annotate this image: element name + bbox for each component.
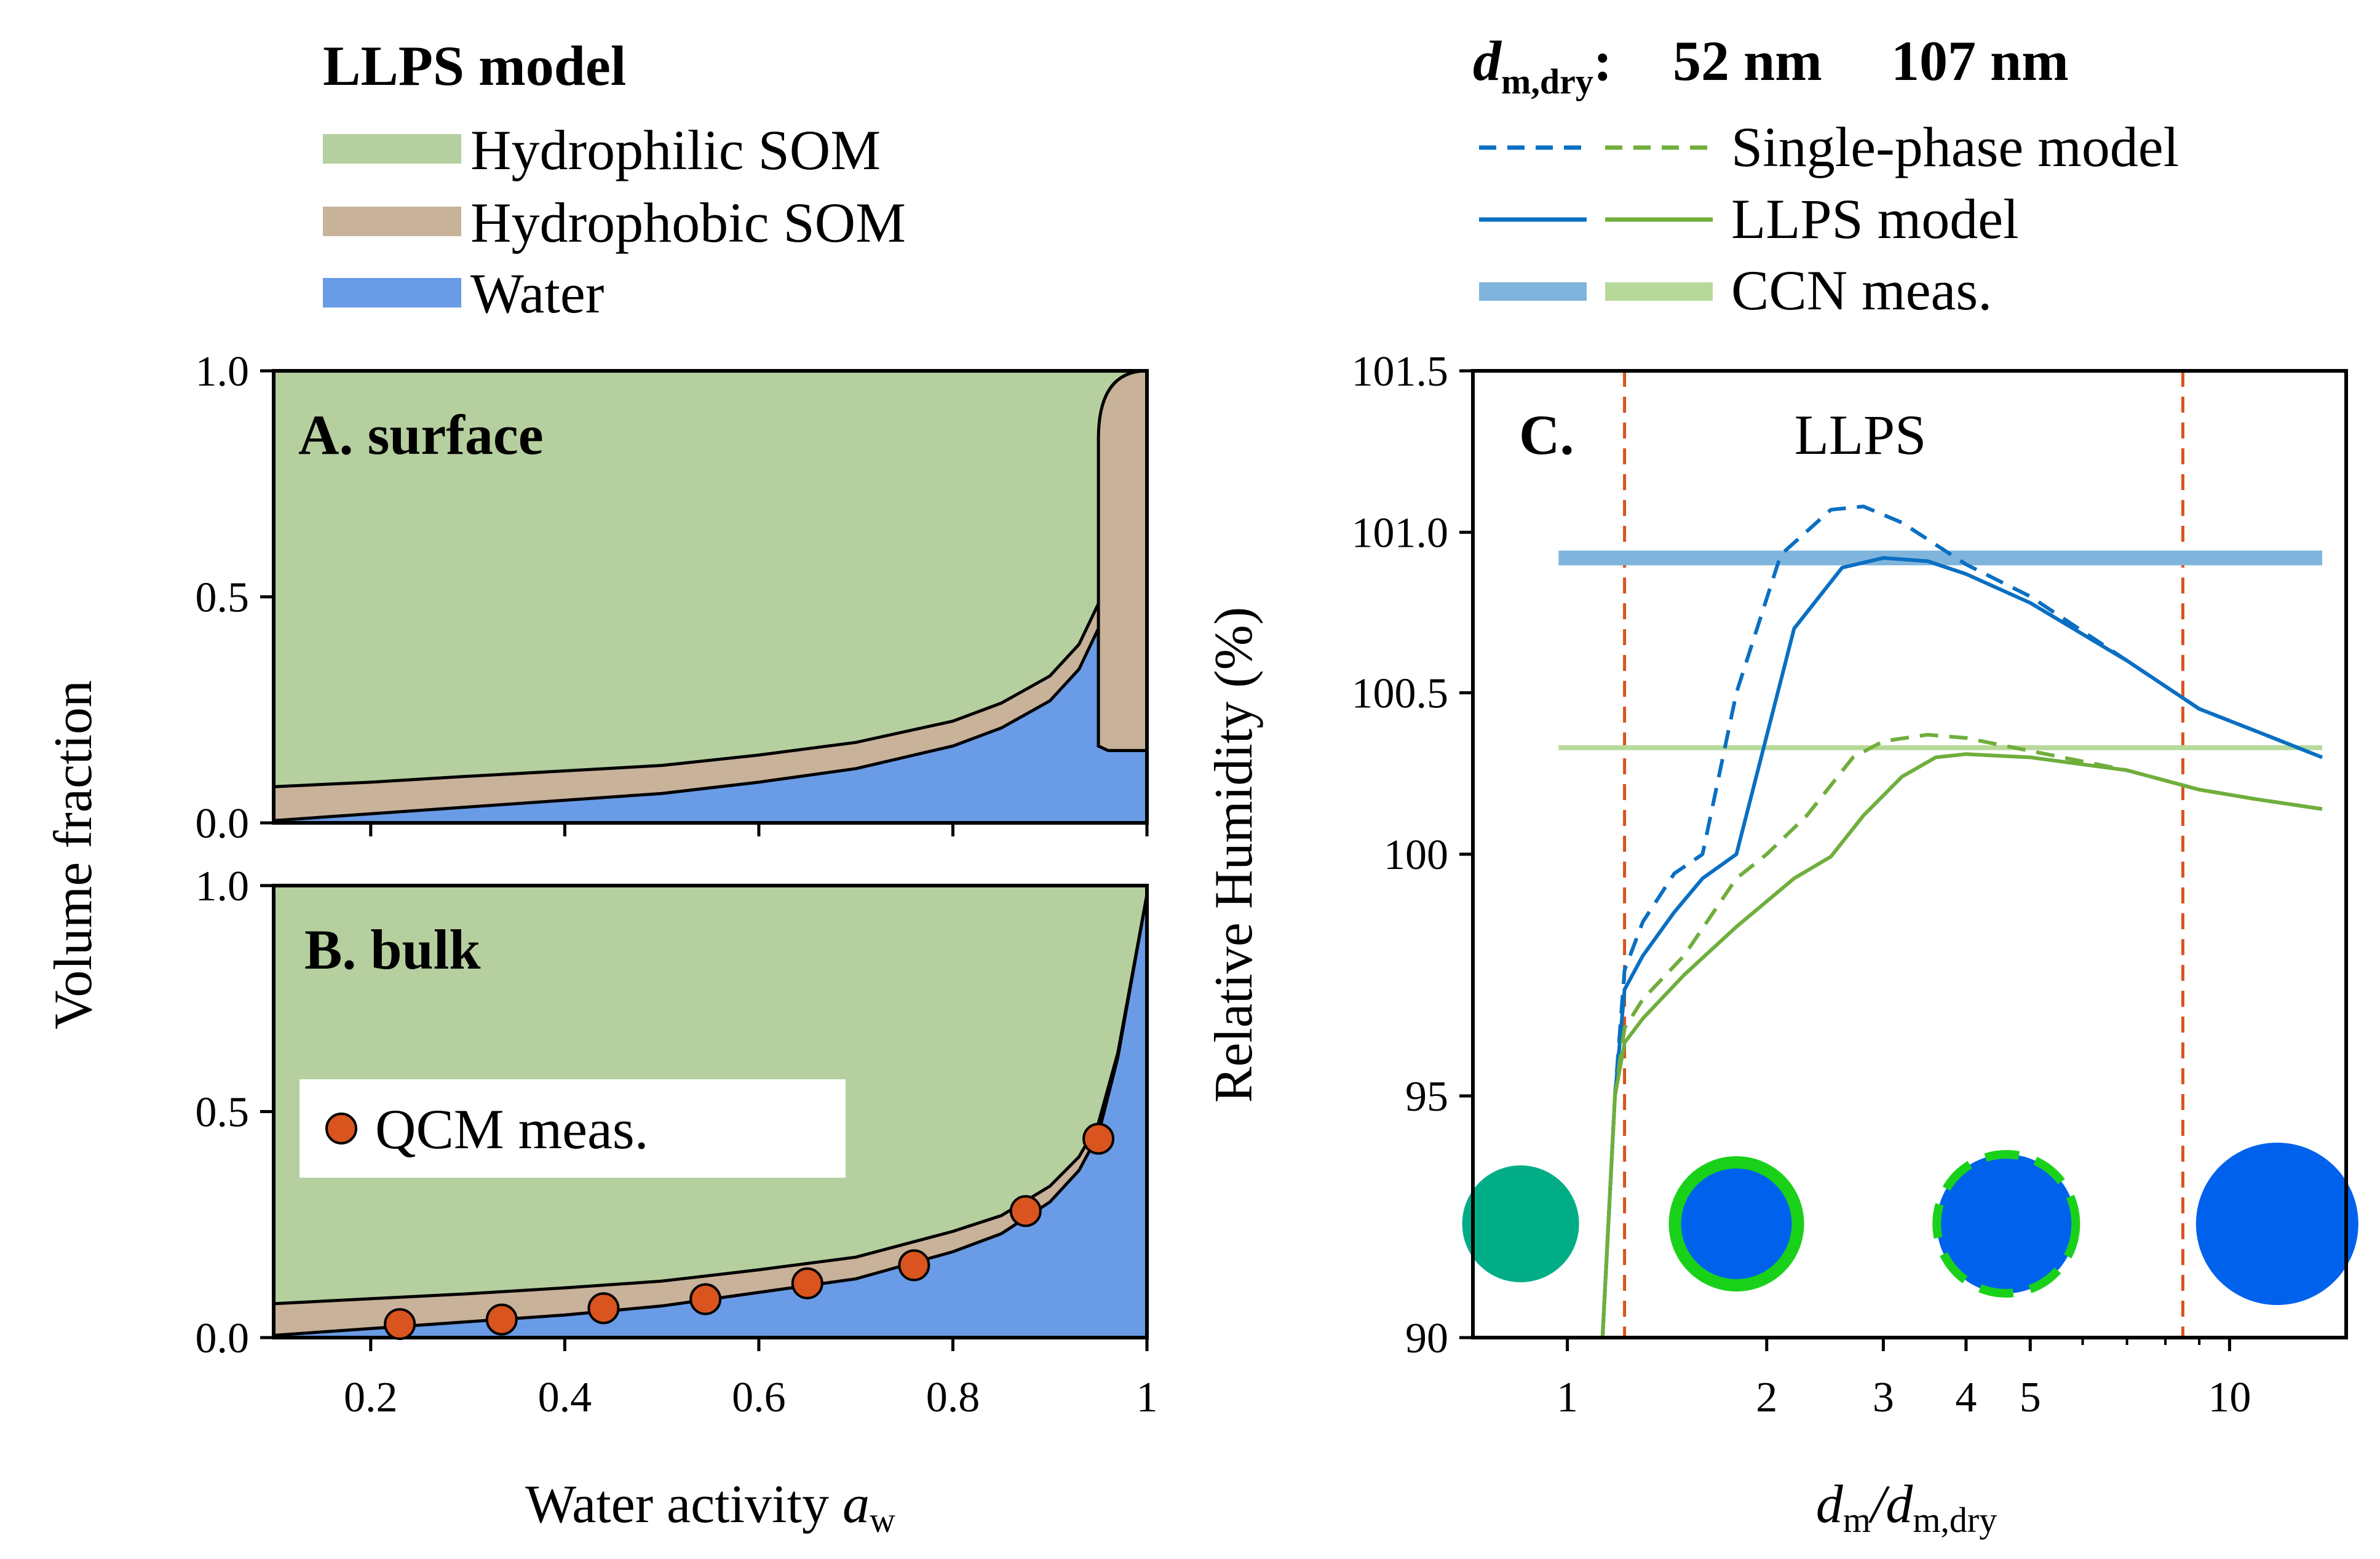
panel-c: C. LLPS 90 95 100 100.5 101.0 101.5 1 2 3 4 5 10 Re… [1204,348,2358,1540]
y-tick-label: 90 [1405,1315,1448,1362]
panel-c-axes: 90 95 100 100.5 101.0 101.5 1 2 3 4 5 10 [1352,348,2251,1421]
x-tick-label: 0.2 [344,1374,398,1421]
panel-a-title: A. surface [298,403,544,466]
hydrophobic-top-boundary [273,603,1100,788]
panel-a: A. surface 0.0 0.5 1.0 [196,348,1149,847]
blue-solid-line [1600,556,2323,1338]
panel-c-content [1462,371,2358,1338]
qcm-point [1082,1122,1115,1155]
y-tick-label: 0.5 [196,1089,250,1137]
x-tick-label: 5 [2020,1374,2041,1421]
panel-b-legend-label: QCM meas. [375,1098,649,1160]
legend-label-llps: LLPS model [1731,188,2019,250]
particle-dry [1462,1165,1579,1282]
particle-full [2196,1143,2358,1305]
panel-b-title: B. bulk [304,918,481,981]
panel-c-xlabel-slash: /d [1868,1475,1913,1534]
legend-right-title-colon: : [1593,30,1612,92]
x-tick-label: 10 [2208,1374,2251,1421]
y-tick-label: 100.5 [1352,670,1449,717]
x-axis-label-water-activity: Water activity aw [525,1475,895,1540]
x-tick-label: 0.8 [926,1374,980,1421]
green-dashed-line [1600,732,2323,1338]
qcm-point [1009,1195,1042,1228]
legend-left-title: LLPS model [323,34,626,97]
particle-ring [1668,1156,1804,1291]
x-axis-label-var: a [843,1475,870,1534]
legend-left: LLPS model Hydrophilic SOM Hydrophobic S… [323,34,906,325]
x-axis-label-sub: w [870,1500,895,1540]
y-axis-label-volume-fraction: Volume fraction [44,680,103,1029]
qcm-point [384,1307,416,1340]
panel-c-xlabel-sub2: m,dry [1913,1500,1997,1540]
hydrophobic-area [274,603,1099,821]
panel-a-areas [273,369,1149,823]
legend-label-ccn: CCN meas. [1731,259,1992,322]
x-tick-label: 0.4 [538,1374,592,1421]
qcm-point [689,1283,722,1315]
legend-label-hydrophobic: Hydrophobic SOM [470,191,906,254]
panel-c-x-axis-label: dm/dm,dry [1816,1475,1997,1540]
panel-b-scatter [384,1122,1115,1340]
particle-dashed-ring [1932,1150,2081,1298]
qcm-point [898,1249,930,1282]
panel-c-xlabel-d1: d [1816,1475,1844,1534]
y-tick-label: 95 [1405,1073,1448,1121]
legend-swatch-hydrophobic [323,207,461,236]
legend-right-size-green: 107 nm [1891,30,2069,92]
x-tick-label: 4 [1955,1374,1977,1421]
y-tick-label: 101.0 [1352,510,1449,557]
legend-right-title-sub: m,dry [1501,61,1593,101]
legend-right-title: dm,dry: [1473,30,1612,101]
legend-label-hydrophilic: Hydrophilic SOM [470,119,881,181]
x-tick-label: 1 [1136,1374,1158,1421]
qcm-point [485,1303,518,1336]
green-solid-line [1600,752,2323,1338]
legend-right-size-blue: 52 nm [1673,30,1822,92]
legend-right: dm,dry: 52 nm 107 nm Single-phase model … [1473,30,2179,322]
y-tick-label: 100 [1384,831,1448,879]
water-area [274,894,1147,1338]
legend-label-single-phase: Single-phase model [1731,116,2179,178]
panel-b-legend-marker [325,1113,357,1144]
panel-a-axes: 0.0 0.5 1.0 [196,348,1149,847]
panel-c-llps-annotation: LLPS [1795,403,1927,466]
x-tick-label: 1 [1557,1374,1578,1421]
panel-b-axes: 0.0 0.5 1.0 0.2 0.4 0.6 0.8 1 [196,863,1158,1421]
y-tick-label: 0.0 [196,1315,250,1362]
x-tick-label: 2 [1756,1374,1777,1421]
legend-right-title-d: d [1473,30,1502,92]
y-tick-label: 0.0 [196,800,250,847]
panel-b: B. bulk QCM meas. 0.0 0.5 1.0 0.2 0.4 0.6 0.8 1 [196,863,1158,1421]
legend-swatch-water [323,278,461,307]
panel-c-title: C. [1519,403,1574,466]
x-tick-label: 3 [1873,1374,1894,1421]
y-tick-label: 1.0 [196,863,250,910]
qcm-point [791,1267,823,1299]
panel-b-legend-box [299,1079,846,1178]
y-tick-label: 1.0 [196,348,250,395]
y-tick-label: 101.5 [1352,348,1449,395]
x-axis-label-main: Water activity [525,1475,843,1534]
x-tick-label: 0.6 [732,1374,786,1421]
legend-label-water: Water [470,262,604,325]
water-area [274,629,1147,823]
hydrophobic-column [1097,369,1149,752]
panel-c-xlabel-sub1: m [1843,1500,1871,1540]
panel-c-y-axis-label: Relative Humidity (%) [1204,607,1264,1103]
legend-swatch-hydrophilic [323,134,461,164]
y-tick-label: 0.5 [196,574,250,622]
qcm-point [587,1292,620,1325]
